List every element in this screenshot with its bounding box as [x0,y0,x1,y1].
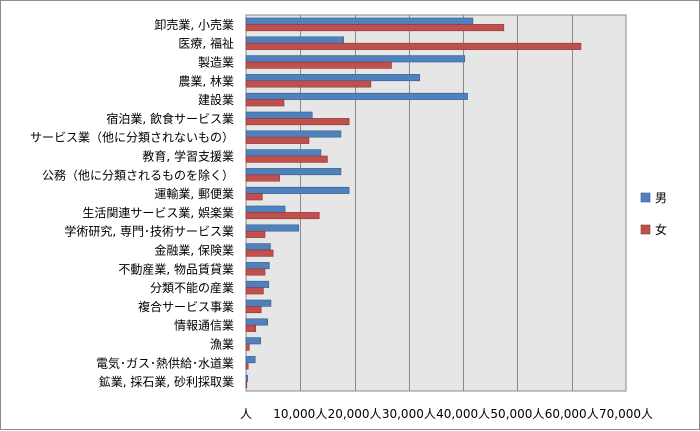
category-label-6: サービス業（他に分類されないもの） [30,131,234,145]
bar-male-0 [245,17,474,25]
legend: 男女 [640,191,667,237]
category-label-10: 生活関連サービス業, 娯楽業 [82,206,234,220]
x-tick-label-4: 40,000人 [436,407,490,421]
category-label-12: 金融業, 保険業 [154,243,234,258]
bar-male-3 [245,74,421,82]
x-tick-label-0: 人 [240,407,252,421]
category-label-3: 農業, 林業 [178,74,234,88]
bar-female-4 [245,99,285,107]
category-label-5: 宿泊業, 飲食サービス業 [106,111,234,126]
bar-male-16 [245,318,269,326]
bar-female-12 [245,249,274,257]
category-label-7: 教育, 学習支援業 [142,149,234,164]
bar-male-18 [245,356,256,364]
bar-female-19 [245,381,248,389]
bar-female-0 [245,24,505,32]
bar-male-11 [245,224,299,232]
plot-area [245,14,627,392]
category-label-1: 医療, 福祉 [178,36,234,51]
bar-male-15 [245,299,272,307]
category-label-9: 運輸業, 郵便業 [154,186,234,201]
category-label-0: 卸売業, 小売業 [154,17,234,32]
legend-swatch-male [640,192,651,203]
x-tick-label-6: 60,000人 [545,407,599,421]
bar-male-17 [245,337,261,345]
x-tick-labels: 人 10,000人 20,000人 30,000人 40,000人 50,000人 60,0… [240,407,653,421]
x-tick-label-1: 10,000人 [273,407,327,421]
category-label-2: 製造業 [198,56,234,70]
x-tick-label-5: 50,000人 [490,407,544,421]
category-label-19: 鉱業, 採石業, 砂利採取業 [99,374,234,389]
bar-female-3 [245,80,372,88]
bar-female-1 [245,42,582,50]
bar-female-6 [245,136,310,144]
bar-male-10 [245,205,286,213]
category-label-18: 電気･ガス･熱供給･水道業 [96,355,234,370]
category-label-16: 情報通信業 [174,319,234,333]
bar-female-5 [245,118,350,126]
bar-male-8 [245,168,342,176]
bar-female-9 [245,193,263,201]
bar-female-15 [245,306,262,314]
bar-male-13 [245,262,270,270]
category-label-15: 複合サービス事業 [138,299,234,314]
bar-female-10 [245,212,320,220]
legend-label-male: 男 [655,191,667,205]
x-tick-label-2: 20,000人 [328,407,382,421]
category-label-4: 建設業 [198,92,234,107]
bar-male-1 [245,36,345,44]
bars [245,17,582,389]
bar-female-7 [245,155,328,163]
legend-label-female: 女 [655,222,667,237]
bar-male-5 [245,111,313,119]
bar-female-2 [245,61,392,69]
category-label-8: 公務（他に分類されるものを除く） [42,167,234,182]
legend-swatch-female [640,224,651,235]
bar-female-16 [245,324,257,332]
bar-female-14 [245,287,264,295]
bar-female-8 [245,174,280,182]
bar-male-7 [245,149,322,157]
bar-female-18 [245,362,249,370]
bar-female-17 [245,343,250,351]
x-tick-label-3: 30,000人 [382,407,436,421]
category-label-13: 不動産業, 物品賃貸業 [118,261,234,276]
category-label-11: 学術研究, 専門･技術サービス業 [64,224,234,239]
bar-female-13 [245,268,266,276]
bar-male-6 [245,130,342,138]
category-label-14: 分類不能の産業 [150,280,234,295]
bar-male-14 [245,280,270,288]
bar-female-11 [245,230,266,238]
bar-male-2 [245,55,466,63]
bar-male-9 [245,186,350,194]
x-tick-label-7: 70,000人 [599,407,653,421]
bar-male-4 [245,92,468,100]
bar-male-12 [245,243,271,251]
category-label-17: 漁業 [210,338,234,352]
bar-male-19 [245,374,248,382]
